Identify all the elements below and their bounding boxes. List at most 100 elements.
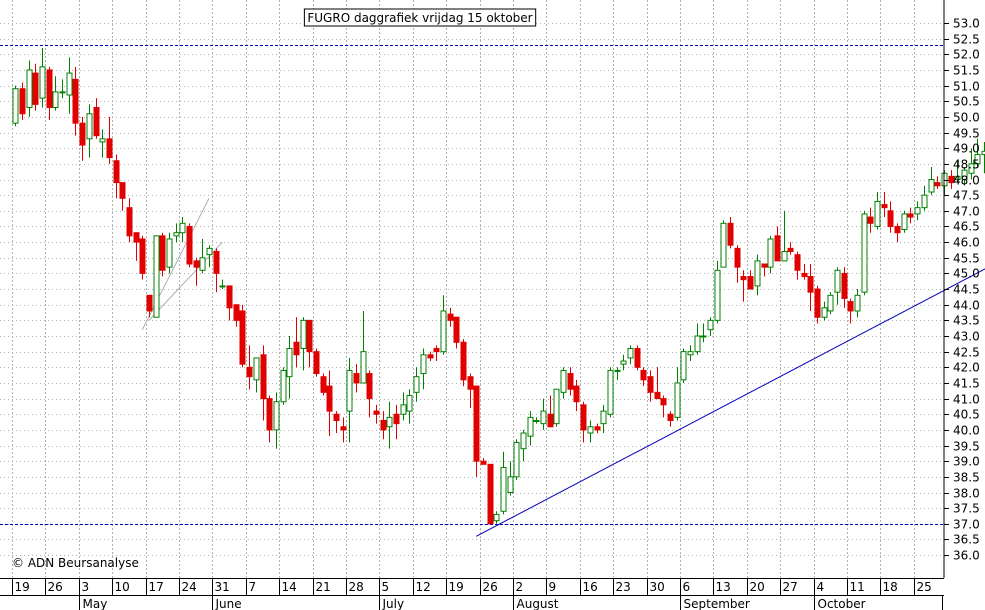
candle-body [928,179,935,193]
candle-body [52,91,59,109]
candle-body [473,385,480,462]
candle [894,223,901,243]
candle-body [427,354,434,359]
candle-body [580,404,587,431]
candle [146,294,153,318]
y-tick-label: 46.5 [953,220,980,234]
x-tick-label: 24 [182,580,197,594]
y-tick-label: 45.0 [953,267,980,281]
candle-body [968,163,975,174]
y-tick-label: 36.5 [953,533,980,547]
candle-body [921,194,928,209]
candle-body [821,307,828,318]
x-tick-label: 19 [449,580,464,594]
candle-body [827,294,834,312]
x-tick-label: 10 [115,580,130,594]
y-tick-label: 41.0 [953,393,980,407]
candle-body [166,238,173,268]
y-tick-label: 38.0 [953,487,980,501]
candle [747,270,754,290]
candle [714,260,721,324]
candle-body [607,369,614,415]
candle [186,223,193,268]
wedge-line [148,241,223,321]
candle [353,364,360,393]
candle-body [567,373,574,390]
x-tick-label: 27 [783,580,798,594]
candle [59,79,66,99]
candle [901,210,908,233]
y-tick-label: 37.0 [953,518,980,532]
x-tick-label: 19 [15,580,30,594]
wedge-line [141,198,210,330]
month-label: May [83,597,108,610]
candle [427,351,434,362]
candle [493,511,500,524]
candle [373,404,380,424]
candle [553,388,560,427]
candle [527,411,534,446]
candle-body [19,88,26,115]
candle [600,404,607,434]
copyright-label: © ADN Beursanalyse [12,556,139,570]
candle [533,417,540,424]
candle-body [901,213,908,231]
candle [233,304,240,327]
candle [400,392,407,421]
candle [881,192,888,218]
candle-body [734,247,741,268]
candle-body [640,369,647,381]
candle [139,235,146,280]
candle [594,423,601,434]
candle-body [874,200,881,227]
candle-body [540,410,547,425]
candle-body [774,235,781,262]
candle-body [747,276,754,290]
candle [280,367,287,405]
candle-body [761,263,768,268]
candle [948,170,955,189]
candle-body [807,276,814,293]
candle [206,245,213,268]
candle [473,385,480,477]
candle [306,319,313,368]
y-tick-label: 39.5 [953,440,980,454]
x-tick-label: 23 [616,580,631,594]
candle-body [560,369,567,393]
candle-body [781,250,788,262]
candle-body [366,373,373,400]
candle-body [660,398,667,406]
candle-body [861,213,868,293]
x-tick-label: 16 [583,580,598,594]
y-tick-label: 43.5 [953,314,980,328]
candle [968,148,975,180]
candle [153,235,160,318]
y-tick-label: 46.0 [953,236,980,250]
candle-body [914,207,921,215]
candle-body [239,310,246,365]
candle [300,317,307,371]
candle-body [360,351,367,384]
candle-body [386,416,393,428]
candle-body [26,69,33,109]
y-tick-label: 48.5 [953,158,980,172]
candle-body [948,175,955,184]
candle-body [346,369,353,412]
candle-body [787,247,794,252]
candle-body [433,348,440,353]
candle-body [814,288,821,318]
candle-body [406,394,413,412]
candle [260,345,267,421]
y-tick-label: 51.5 [953,64,980,78]
candle [286,336,293,399]
candle [740,270,747,302]
candle [814,285,821,324]
x-tick-label: 4 [817,580,825,594]
candle-body [680,351,687,381]
candle [380,411,387,440]
y-tick-label: 42.0 [953,361,980,375]
candle-body [219,285,226,288]
candle [433,345,440,362]
candle [767,235,774,274]
candle [406,389,413,424]
